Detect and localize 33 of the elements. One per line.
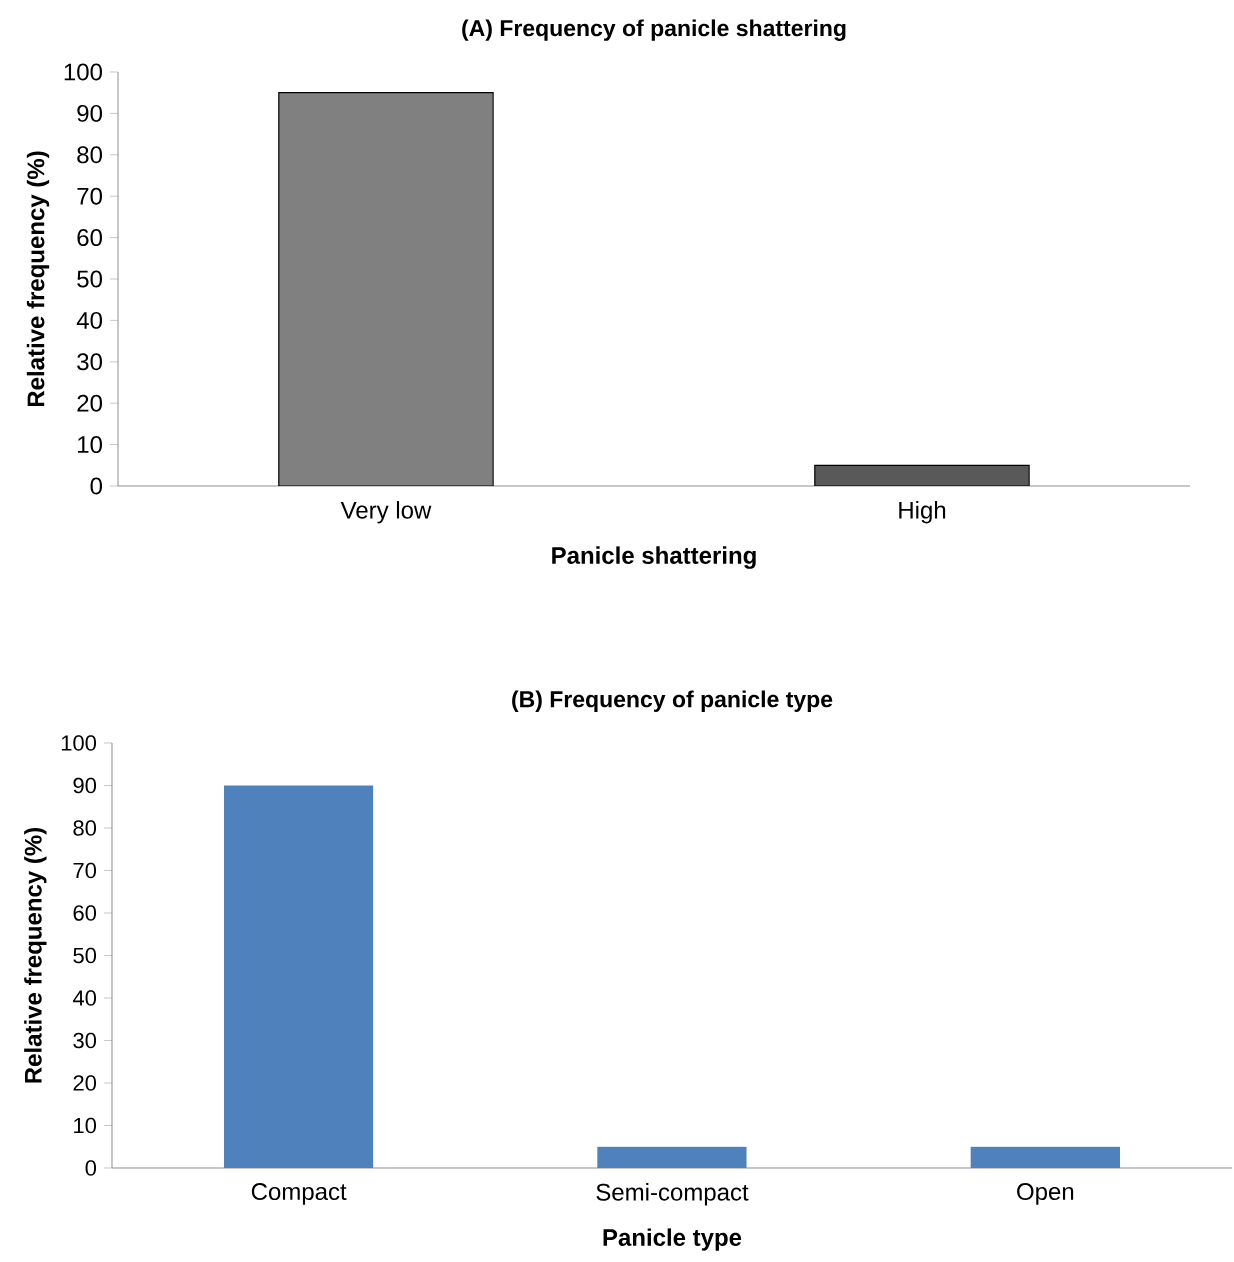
y-tick-label: 20	[73, 1075, 97, 1091]
y-tick-label: 60	[77, 229, 102, 247]
y-axis-title: Relative frequency (%)	[24, 828, 47, 1083]
x-tick-label: High	[899, 501, 946, 524]
y-tick-label: 60	[73, 905, 97, 921]
y-tick-label: 40	[72, 990, 97, 1006]
x-tick-label: Very low	[340, 501, 432, 524]
y-tick-label: 90	[77, 104, 102, 122]
x-tick-label: Open	[1017, 1183, 1074, 1205]
y-tick-label: 40	[76, 311, 102, 329]
x-tick-label: Compact	[251, 1183, 347, 1205]
chart-title: (A) Frequency of panicle shattering	[462, 19, 846, 41]
y-tick-label: 30	[73, 1032, 97, 1049]
y-tick-label: 50	[73, 947, 97, 964]
y-tick-label: 50	[77, 270, 102, 288]
y-tick-label: 80	[73, 820, 97, 836]
y-tick-label: 30	[77, 353, 102, 371]
y-tick-label: 70	[73, 862, 97, 879]
x-tick-label: Semi-compact	[596, 1183, 749, 1206]
y-tick-label: 80	[77, 146, 102, 164]
y-tick-label: 0	[90, 477, 103, 495]
y-tick-label: 90	[73, 777, 97, 794]
y-tick-label: 100	[64, 63, 102, 81]
y-tick-label: 0	[85, 1160, 97, 1176]
x-axis-title: Panicle shattering	[552, 546, 756, 569]
y-tick-label: 20	[77, 394, 102, 412]
y-tick-label: 100	[61, 735, 97, 751]
y-axis-title: Relative frequency (%)	[26, 151, 50, 407]
x-axis-title: Panicle type	[603, 1228, 742, 1251]
y-tick-label: 70	[77, 187, 102, 205]
y-tick-label: 10	[74, 1117, 97, 1134]
y-tick-label: 10	[78, 436, 102, 454]
chart-title: (B) Frequency of panicle type	[512, 690, 833, 712]
